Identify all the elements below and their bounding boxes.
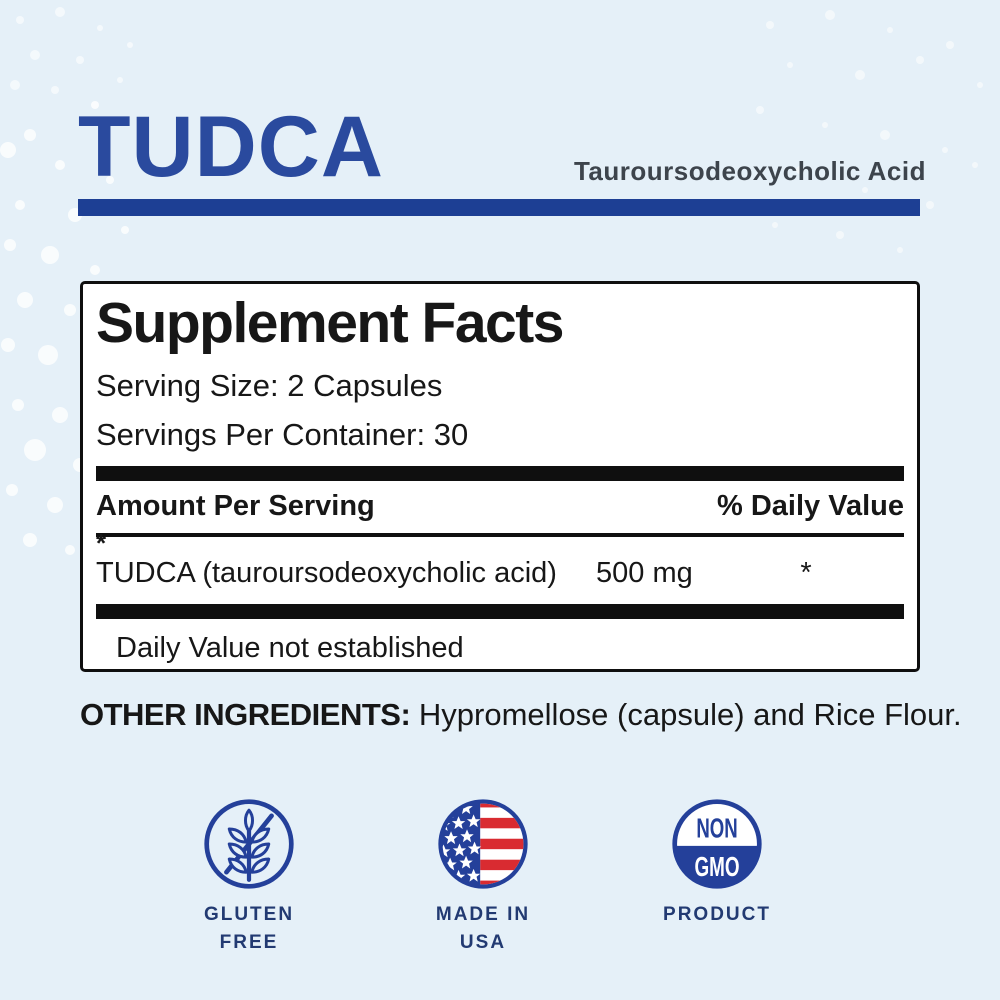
non-gmo-bottom-text: GMO [694,850,739,882]
thick-divider-bottom [96,603,904,619]
non-gmo-top-text: NON [696,811,737,843]
badge-label: MADE IN USA [436,901,530,956]
serving-size: Serving Size: 2 Capsules [96,368,443,404]
thin-divider [96,532,904,537]
badge-label-line1: GLUTEN [203,904,295,925]
badge-label-line1: PRODUCT [663,904,771,925]
other-ingredients: OTHER INGREDIENTS: Hypromellose (capsule… [80,697,962,733]
halftone-dots-top-right [756,10,983,253]
non-gmo-icon: NON GMO [672,799,762,889]
header-rule [78,199,920,216]
servings-per-container: Servings Per Container: 30 [96,416,469,452]
badge-label: GLUTEN FREE [204,901,294,956]
badge-label-line1: MADE IN [435,904,531,925]
halftone-dots-top-left [10,7,133,94]
badge-label-line2: USA [459,931,507,953]
daily-value-footnote: Daily Value not established [116,631,464,664]
product-subtitle: Tauroursodeoxycholic Acid [573,156,926,186]
badge-made-in-usa: MADE IN USA [414,797,552,956]
thick-divider-top [96,465,904,481]
badge-label: PRODUCT [663,901,771,929]
supplement-facts-title: Supplement Facts [96,291,564,355]
usa-flag-icon [438,799,528,889]
other-ingredients-label: OTHER INGREDIENTS: [80,697,411,732]
product-title: TUDCA [78,99,384,195]
ingredient-daily-value: * [800,556,812,589]
daily-value-header: % Daily Value [717,489,904,522]
ingredient-name: TUDCA (tauroursodeoxycholic acid) [96,556,557,589]
ingredient-row: TUDCA (tauroursodeoxycholic acid) 500 mg… [96,557,904,593]
ingredient-amount: 500 mg [596,556,693,589]
footnote-marker: * [96,527,107,558]
amount-per-serving-header: Amount Per Serving [96,489,375,522]
gluten-free-icon [204,799,294,889]
facts-header-row: Amount Per Serving % Daily Value [96,490,904,523]
badge-non-gmo: NON GMO PRODUCT [648,797,786,956]
badge-row: GLUTEN FREE [0,797,966,956]
badge-gluten-free: GLUTEN FREE [180,797,318,956]
badge-label-line2: FREE [219,931,279,953]
other-ingredients-value: Hypromellose (capsule) and Rice Flour. [410,697,962,732]
supplement-facts-panel: Supplement Facts Serving Size: 2 Capsule… [80,281,920,672]
